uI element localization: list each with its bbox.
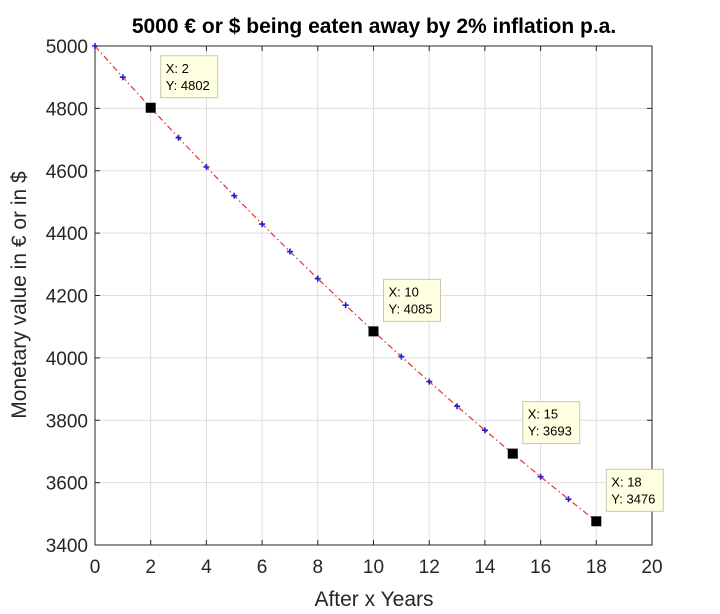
x-tick-label: 16 (530, 557, 551, 578)
datatip-x-text: X: 18 (611, 474, 641, 489)
x-tick-label: 0 (90, 557, 101, 578)
datatip-y-text: Y: 3476 (611, 491, 655, 506)
ticks: 0 2 4 6 8 10 12 14 16 18 20 3400 3600 3800 4000 4200 440… (46, 37, 663, 578)
x-tick-label: 10 (363, 557, 384, 578)
data-point (119, 74, 126, 81)
data-point (175, 134, 182, 141)
x-tick-label: 20 (641, 557, 662, 578)
series (92, 43, 600, 525)
y-tick-label: 3600 (46, 474, 88, 495)
y-tick-label: 5000 (46, 37, 88, 58)
y-tick-label: 3800 (46, 411, 88, 432)
x-tick-label: 18 (586, 557, 607, 578)
data-point (314, 275, 321, 282)
x-tick-label: 8 (313, 557, 324, 578)
datatip-marker (591, 516, 602, 527)
y-tick-label: 4000 (46, 349, 88, 370)
x-tick-label: 4 (201, 557, 212, 578)
data-point (426, 378, 433, 385)
grid (94, 45, 653, 546)
datatip-x-text: X: 10 (389, 284, 419, 299)
data-point (565, 496, 572, 503)
data-point (231, 192, 238, 199)
x-tick-label: 2 (145, 557, 156, 578)
data-point (342, 302, 349, 309)
datatip-x-text: X: 2 (166, 61, 189, 76)
data-point (481, 427, 488, 434)
datatip-box (605, 468, 664, 512)
data-point (454, 403, 461, 410)
datatip-y-text: Y: 4085 (389, 301, 433, 316)
datatip-box (522, 401, 581, 445)
x-tick-label: 12 (419, 557, 440, 578)
data-point (398, 353, 405, 360)
datatip-x-text: X: 15 (528, 407, 558, 422)
datatip-marker (507, 448, 518, 459)
x-tick-label: 6 (257, 557, 268, 578)
y-tick-label: 4600 (46, 162, 88, 183)
datatip-marker (145, 102, 156, 113)
y-tick-label: 4800 (46, 99, 88, 120)
datatips: X: 2 Y: 4802 X: 10 Y: 4085 X: 15 Y: 3693 X: 18… (145, 55, 664, 527)
datatip-y-text: Y: 4802 (166, 78, 210, 93)
chart-title: 5000 € or $ being eaten away by 2% infla… (132, 15, 616, 38)
series-line (94, 45, 597, 522)
datatip-y-text: Y: 3693 (528, 424, 572, 439)
y-axis-label: Monetary value in € or in $ (8, 171, 31, 419)
data-point (92, 43, 98, 49)
y-tick-label: 4200 (46, 287, 88, 308)
data-point (286, 248, 293, 255)
datatip-marker (368, 326, 379, 337)
datatip-box (383, 278, 441, 322)
data-point (537, 473, 544, 480)
x-tick-label: 14 (474, 557, 496, 578)
datatip-box (160, 55, 219, 99)
data-point (203, 164, 210, 171)
y-tick-label: 4400 (46, 224, 88, 245)
y-tick-label: 3400 (46, 536, 88, 557)
x-axis-label: After x Years (314, 588, 433, 611)
data-point (259, 221, 266, 228)
